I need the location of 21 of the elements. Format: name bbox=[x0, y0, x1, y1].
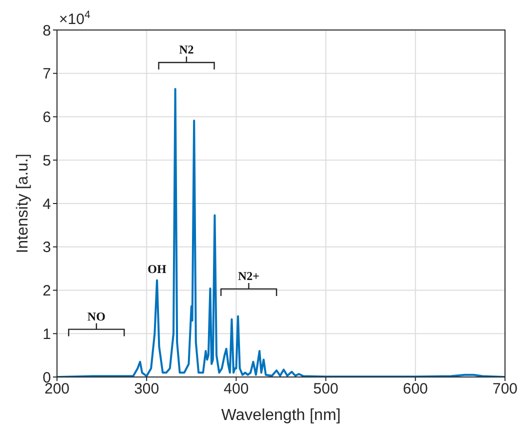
y-tick-label: 1 bbox=[42, 326, 51, 343]
y-tick-label: 2 bbox=[42, 282, 51, 300]
x-tick-label: 300 bbox=[134, 380, 160, 398]
y-tick-label: 4 bbox=[42, 196, 51, 213]
annotation: OH bbox=[148, 262, 167, 276]
y-tick-label: 3 bbox=[42, 239, 51, 256]
x-tick-label: 500 bbox=[313, 380, 338, 398]
x-tick-label: 400 bbox=[224, 380, 249, 398]
annotation: NO bbox=[87, 309, 106, 324]
text: ×10$^{4}$ bbox=[59, 9, 90, 28]
line-series bbox=[57, 88, 505, 377]
y-tick-label: 8 bbox=[42, 22, 51, 40]
y-tick-label: 5 bbox=[42, 152, 51, 170]
x-tick-label: 700 bbox=[492, 380, 518, 398]
y-axis-title: Intensity [a.u.] bbox=[14, 154, 32, 254]
y-tick-label: 7 bbox=[42, 66, 51, 83]
x-tick-label: 600 bbox=[402, 380, 428, 398]
annotation: N2+ bbox=[238, 268, 260, 283]
y-tick-label: 6 bbox=[42, 109, 51, 126]
x-axis-title: Wavelength [nm] bbox=[221, 407, 341, 424]
annotation: N2 bbox=[179, 42, 194, 57]
